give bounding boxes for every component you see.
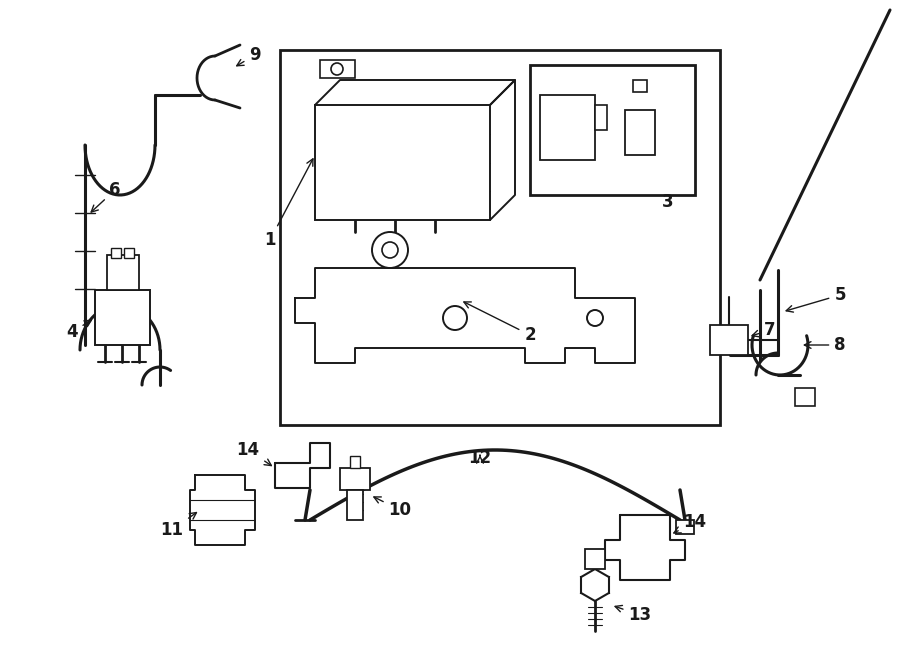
Text: 5: 5 xyxy=(787,286,846,312)
Text: 11: 11 xyxy=(160,512,196,539)
Circle shape xyxy=(382,242,398,258)
Text: 2: 2 xyxy=(464,302,536,344)
Text: 1: 1 xyxy=(265,159,313,249)
Bar xyxy=(595,105,607,130)
Bar xyxy=(124,248,134,258)
Text: 9: 9 xyxy=(237,46,261,66)
Bar xyxy=(710,325,748,355)
Text: 12: 12 xyxy=(468,449,491,467)
Circle shape xyxy=(331,63,343,75)
Text: 4: 4 xyxy=(67,320,91,341)
Text: 14: 14 xyxy=(237,441,272,465)
Bar xyxy=(340,468,370,490)
Text: 3: 3 xyxy=(662,193,674,211)
Bar xyxy=(111,248,121,258)
Circle shape xyxy=(587,310,603,326)
Circle shape xyxy=(443,306,467,330)
Text: 8: 8 xyxy=(805,336,846,354)
Bar xyxy=(540,95,595,160)
Text: 7: 7 xyxy=(752,321,776,339)
Text: 6: 6 xyxy=(91,181,121,212)
Bar xyxy=(795,388,815,406)
Bar xyxy=(95,290,150,345)
Bar xyxy=(320,60,355,78)
Text: 10: 10 xyxy=(374,497,411,519)
Bar xyxy=(633,80,647,92)
Bar xyxy=(107,255,139,290)
Bar xyxy=(625,110,655,155)
Bar xyxy=(347,490,363,520)
Circle shape xyxy=(372,232,408,268)
Bar xyxy=(585,549,605,569)
Bar xyxy=(280,50,720,425)
Bar xyxy=(350,456,360,468)
Bar xyxy=(530,65,695,195)
Bar xyxy=(315,105,490,220)
Text: 13: 13 xyxy=(615,605,652,624)
Text: 14: 14 xyxy=(674,513,706,533)
Bar xyxy=(676,520,694,534)
